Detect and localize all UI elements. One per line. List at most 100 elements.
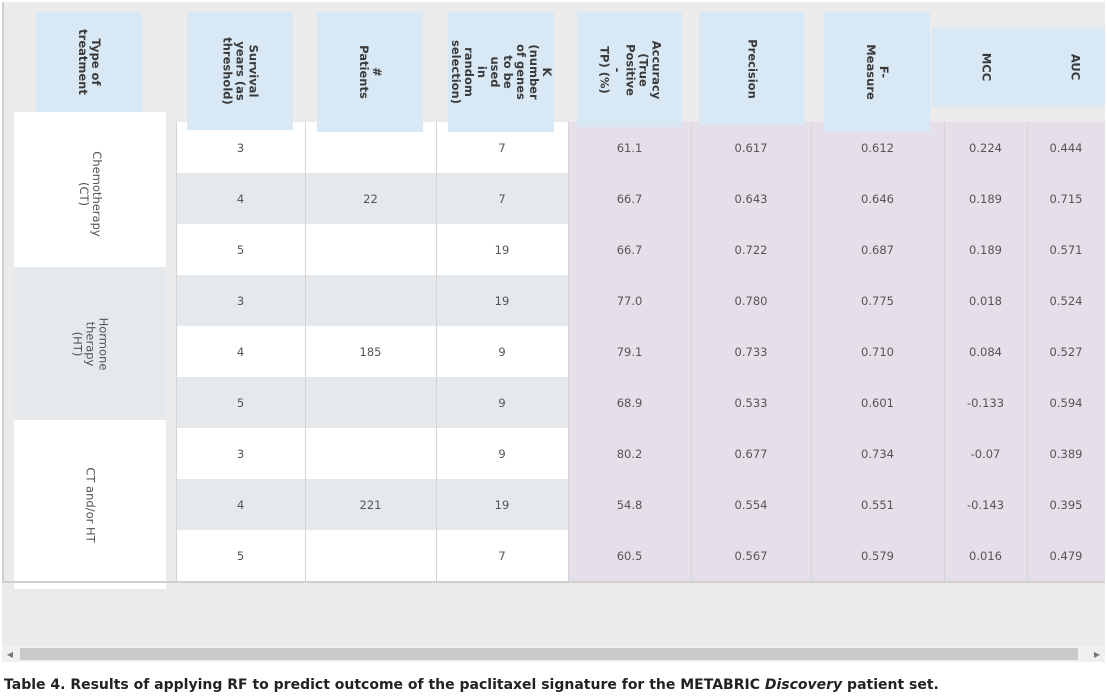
patients-count: 221 xyxy=(359,497,382,512)
column-header-label: AUC xyxy=(1068,53,1083,81)
caption-italic: Discovery xyxy=(764,677,843,693)
table-cell-fmeasure: 0.551 xyxy=(811,479,944,530)
table-cell-precision: 0.677 xyxy=(691,428,811,479)
table-cell-mcc: -0.07 xyxy=(944,428,1027,479)
table-cell-fmeasure: 0.734 xyxy=(811,428,944,479)
table-cell-auc: 0.524 xyxy=(1027,275,1105,326)
patients-count: 22 xyxy=(363,191,378,206)
table-cell-years: 3 xyxy=(176,275,305,326)
table-cell-k: 9 xyxy=(436,326,568,377)
table-cell-years: 5 xyxy=(176,224,305,275)
table-cell-years: 3 xyxy=(176,122,305,173)
scroll-right-icon[interactable]: ▶ xyxy=(1093,649,1101,659)
column-divider xyxy=(1027,122,1028,581)
table-cell-fmeasure: 0.687 xyxy=(811,224,944,275)
column-header-treatment[interactable]: Type of treatment xyxy=(36,12,142,112)
caption-text: Table 4. Results of applying RF to predi… xyxy=(4,677,765,693)
table-left-border xyxy=(2,2,4,581)
table-bottom-border xyxy=(2,581,1105,583)
table-cell-fmeasure: 0.710 xyxy=(811,326,944,377)
column-header-label: Accuracy (True Positive - TP) (%) xyxy=(597,40,663,99)
column-divider xyxy=(305,122,306,581)
table-cell-k: 19 xyxy=(436,275,568,326)
patients-cell-bg xyxy=(305,479,436,530)
patients-cell-bg xyxy=(305,275,436,326)
treatment-cell: Hormone therapy (HT) xyxy=(14,267,166,420)
treatment-label: Chemotherapy (CT) xyxy=(77,150,104,237)
table-cell-auc: 0.389 xyxy=(1027,428,1105,479)
table-cell-k: 7 xyxy=(436,173,568,224)
patients-cell-bg xyxy=(305,377,436,428)
table-cell-k: 19 xyxy=(436,224,568,275)
table-cell-k: 7 xyxy=(436,530,568,581)
table-cell-years: 4 xyxy=(176,326,305,377)
table-cell-auc: 0.444 xyxy=(1027,122,1105,173)
table-cell-accuracy: 68.9 xyxy=(568,377,691,428)
column-divider xyxy=(568,122,569,581)
column-header-label: Survival years (as threshold) xyxy=(220,37,261,105)
table-cell-precision: 0.617 xyxy=(691,122,811,173)
table-cell-fmeasure: 0.775 xyxy=(811,275,944,326)
table-cell-mcc: 0.016 xyxy=(944,530,1027,581)
table-cell-years: 4 xyxy=(176,479,305,530)
column-header-auc[interactable]: AUC xyxy=(1040,27,1105,107)
table-cell-years: 4 xyxy=(176,173,305,224)
table-cell-years: 3 xyxy=(176,428,305,479)
column-header-fmeasure[interactable]: F-Measure xyxy=(824,12,930,132)
table-cell-accuracy: 54.8 xyxy=(568,479,691,530)
table-cell-accuracy: 66.7 xyxy=(568,224,691,275)
table-cell-precision: 0.567 xyxy=(691,530,811,581)
treatment-label: CT and/or HT xyxy=(83,466,98,543)
column-divider xyxy=(436,122,437,581)
table-cell-mcc: 0.224 xyxy=(944,122,1027,173)
table-cell-mcc: 0.189 xyxy=(944,173,1027,224)
table-cell-k: 19 xyxy=(436,479,568,530)
scrollbar-thumb[interactable] xyxy=(20,648,1078,660)
table-cell-auc: 0.571 xyxy=(1027,224,1105,275)
patients-cell-bg xyxy=(305,173,436,224)
table-cell-mcc: 0.018 xyxy=(944,275,1027,326)
treatment-cell: CT and/or HT xyxy=(14,420,166,589)
patients-cell-bg xyxy=(305,326,436,377)
column-header-label: Precision xyxy=(745,38,759,99)
table-cell-auc: 0.479 xyxy=(1027,530,1105,581)
table-viewport: 3 7 61.1 0.617 0.612 0.224 0.444 4 7 66.7 0.643 0.6… xyxy=(2,2,1105,647)
column-header-patients[interactable]: # Patients xyxy=(317,12,423,132)
column-divider xyxy=(691,122,692,581)
table-cell-precision: 0.554 xyxy=(691,479,811,530)
table-cell-precision: 0.722 xyxy=(691,224,811,275)
patients-cell-bg xyxy=(305,224,436,275)
table-cell-mcc: -0.133 xyxy=(944,377,1027,428)
patients-count: 185 xyxy=(359,344,382,359)
horizontal-scrollbar[interactable]: ◀ ▶ xyxy=(2,646,1105,662)
table-cell-auc: 0.715 xyxy=(1027,173,1105,224)
table-cell-fmeasure: 0.601 xyxy=(811,377,944,428)
column-header-mcc[interactable]: MCC xyxy=(932,27,1040,107)
column-header-label: F-Measure xyxy=(864,44,891,100)
table-cell-auc: 0.395 xyxy=(1027,479,1105,530)
table-cell-k: 9 xyxy=(436,428,568,479)
column-header-k[interactable]: K (number of genes to be used in random … xyxy=(448,12,554,132)
column-header-precision[interactable]: Precision xyxy=(699,12,804,125)
column-header-years[interactable]: Survival years (as threshold) xyxy=(187,12,293,130)
column-divider xyxy=(944,122,945,581)
table-cell-accuracy: 80.2 xyxy=(568,428,691,479)
table-cell-accuracy: 60.5 xyxy=(568,530,691,581)
patients-cell-bg xyxy=(305,530,436,581)
table-cell-precision: 0.733 xyxy=(691,326,811,377)
column-header-label: Type of treatment xyxy=(76,29,103,95)
table-cell-accuracy: 61.1 xyxy=(568,122,691,173)
column-header-label: MCC xyxy=(979,52,994,82)
table-cell-auc: 0.527 xyxy=(1027,326,1105,377)
table-cell-fmeasure: 0.646 xyxy=(811,173,944,224)
column-divider xyxy=(176,122,177,581)
patients-cell-bg xyxy=(305,428,436,479)
table-cell-mcc: 0.084 xyxy=(944,326,1027,377)
table-caption: Table 4. Results of applying RF to predi… xyxy=(4,677,939,693)
column-header-accuracy[interactable]: Accuracy (True Positive - TP) (%) xyxy=(577,12,682,127)
table-cell-fmeasure: 0.579 xyxy=(811,530,944,581)
scroll-left-icon[interactable]: ◀ xyxy=(6,649,14,659)
caption-suffix: patient set. xyxy=(842,677,939,693)
table-cell-precision: 0.643 xyxy=(691,173,811,224)
table-cell-years: 5 xyxy=(176,377,305,428)
